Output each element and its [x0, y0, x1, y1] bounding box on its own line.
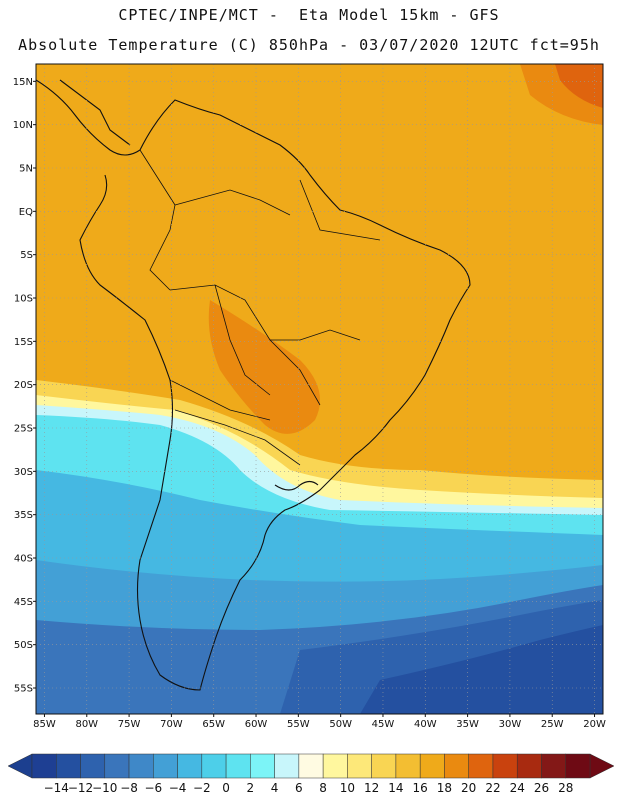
colorbar-label: 12 — [364, 781, 379, 795]
lat-label: 15S — [14, 337, 33, 348]
lat-label: 35S — [14, 510, 33, 521]
colorbar-swatch — [225, 753, 251, 779]
colorbar-label: 16 — [413, 781, 428, 795]
colorbar-swatch — [201, 753, 227, 779]
lon-label: 50W — [329, 719, 352, 730]
colorbar-swatch — [468, 753, 494, 779]
colorbar-label: 6 — [295, 781, 303, 795]
colorbar-label: 22 — [485, 781, 500, 795]
colorbar-label: 0 — [222, 781, 230, 795]
graticule — [36, 64, 603, 714]
lon-label: 85W — [33, 719, 56, 730]
map-frame — [35, 63, 604, 715]
lon-label: 55W — [287, 719, 310, 730]
colorbar-swatch — [298, 753, 324, 779]
colorbar-swatch — [250, 753, 275, 779]
colorbar-swatch — [153, 753, 178, 779]
lat-label: 5S — [20, 250, 33, 261]
lat-label: 10S — [14, 294, 33, 305]
lat-label: 5N — [19, 164, 33, 175]
lon-label: 30W — [499, 719, 522, 730]
colorbar-swatch — [516, 753, 542, 779]
lat-label: 30S — [14, 467, 33, 478]
colorbar-label: −6 — [144, 781, 162, 795]
colorbar-swatch — [444, 753, 469, 779]
field-20-22-inland — [208, 300, 320, 434]
colorbar-swatch — [419, 753, 445, 779]
colorbar-swatch — [541, 753, 566, 779]
colorbar-label: −10 — [92, 781, 117, 795]
lat-label: 25S — [14, 424, 33, 435]
colorbar-label: 8 — [319, 781, 327, 795]
lon-label: 35W — [456, 719, 479, 730]
colorbar-label: −4 — [169, 781, 187, 795]
lon-label: 60W — [245, 719, 268, 730]
colorbar-swatch — [56, 753, 81, 779]
colorbar-label: 2 — [247, 781, 255, 795]
lon-labels: 85W 80W 75W 70W 65W 60W 55W 50W 45W 40W 35W 30W 25W 2… — [33, 714, 606, 730]
colorbar-swatch — [395, 753, 421, 779]
lat-label: 20S — [14, 380, 33, 391]
lon-label: 40W — [414, 719, 437, 730]
chart-subtitle: Absolute Temperature (C) 850hPa - 03/07/… — [18, 36, 600, 54]
colorbar: −14−12−10 −8 −6 −4 −2 0 2 4 6 8 10 12 14 16 18 20 22 24 26… — [7, 753, 615, 795]
lon-label: 65W — [202, 719, 225, 730]
colorbar-high-arrow — [589, 753, 615, 779]
field-22-24 — [555, 64, 603, 108]
lat-labels: 15N 10N 5N EQ 5S 10S 15S 20S 25S 30S 35S 40S 45S 50S 5… — [13, 77, 36, 695]
chart-title: CPTEC/INPE/MCT - Eta Model 15km - GFS — [118, 6, 500, 24]
colorbar-label: 26 — [534, 781, 549, 795]
lat-label: EQ — [19, 207, 33, 218]
lat-label: 15N — [13, 77, 33, 88]
lat-label: 55S — [14, 684, 33, 695]
colorbar-swatch — [492, 753, 518, 779]
colorbar-swatch — [322, 753, 348, 779]
country-borders — [139, 149, 381, 466]
lat-label: 40S — [14, 554, 33, 565]
colorbar-label: −12 — [68, 781, 93, 795]
colorbar-swatch — [104, 753, 130, 779]
lon-label: 75W — [118, 719, 141, 730]
lon-label: 80W — [75, 719, 98, 730]
colorbar-swatch — [347, 753, 372, 779]
lat-label: 50S — [14, 640, 33, 651]
colorbar-label: −14 — [44, 781, 69, 795]
colorbar-swatch — [371, 753, 397, 779]
field-minus12-minus10 — [360, 625, 603, 714]
colorbar-swatch — [31, 753, 57, 779]
colorbar-swatch — [565, 753, 591, 779]
lon-label: 25W — [541, 719, 564, 730]
lon-label: 45W — [372, 719, 395, 730]
colorbar-label: 10 — [340, 781, 355, 795]
colorbar-label: −2 — [193, 781, 211, 795]
coastline — [36, 79, 471, 691]
colorbar-swatch — [274, 753, 300, 779]
colorbar-label: 20 — [461, 781, 476, 795]
colorbar-swatch — [80, 753, 106, 779]
colorbar-label: 14 — [388, 781, 403, 795]
colorbar-swatch — [177, 753, 203, 779]
colorbar-swatch — [128, 753, 154, 779]
lon-label: 20W — [583, 719, 606, 730]
colorbar-label: 18 — [437, 781, 452, 795]
colorbar-label: 4 — [271, 781, 279, 795]
colorbar-label: 28 — [558, 781, 573, 795]
lat-label: 10N — [13, 120, 33, 131]
temperature-field — [36, 64, 603, 714]
colorbar-label: 24 — [510, 781, 525, 795]
colorbar-label: −8 — [120, 781, 138, 795]
colorbar-low-arrow — [7, 753, 33, 779]
lon-label: 70W — [160, 719, 183, 730]
lat-label: 45S — [14, 597, 33, 608]
